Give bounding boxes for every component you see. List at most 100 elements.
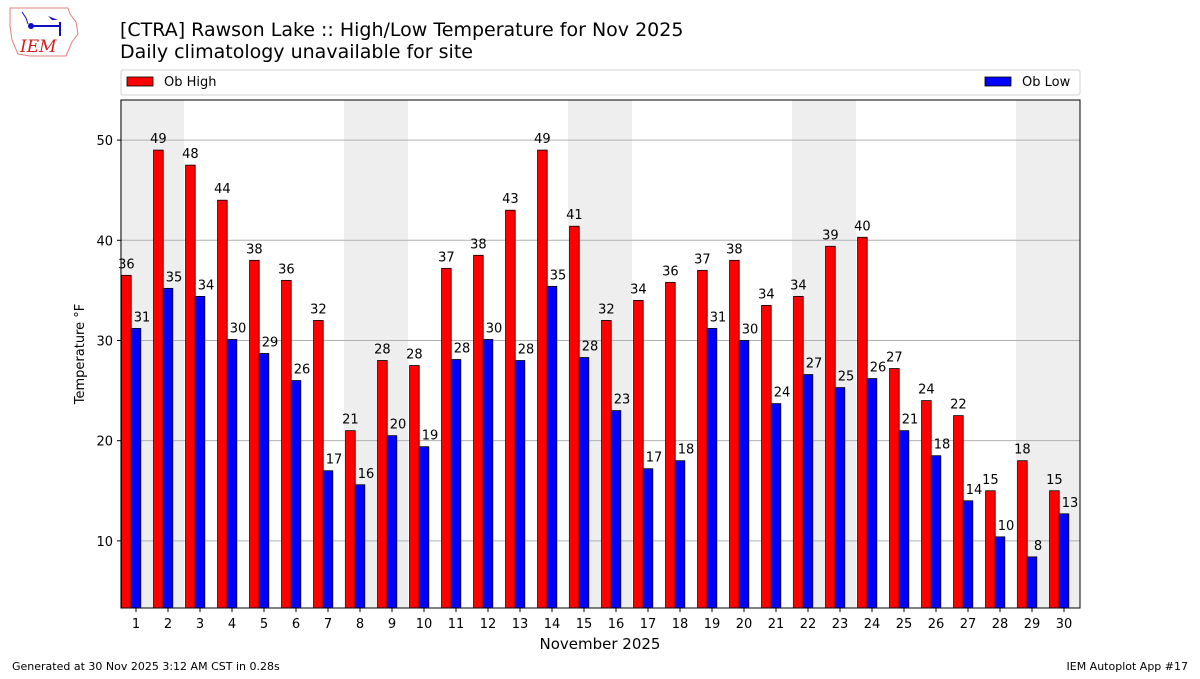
data-label-low: 26 xyxy=(294,363,311,378)
y-tick-label: 50 xyxy=(96,134,113,149)
data-label-high: 39 xyxy=(822,228,839,243)
bar-high xyxy=(217,199,228,609)
data-label-high: 49 xyxy=(534,132,551,147)
plot-frame xyxy=(120,99,1081,609)
bar-low xyxy=(130,328,142,609)
data-label-low: 24 xyxy=(774,386,791,401)
bar-high xyxy=(281,279,292,609)
bar-high xyxy=(377,360,388,609)
x-axis-label: November 2025 xyxy=(540,635,661,653)
footer-generated: Generated at 30 Nov 2025 3:12 AM CST in … xyxy=(12,660,280,673)
x-tick-label: 2 xyxy=(164,617,172,632)
bar-high xyxy=(313,320,324,609)
data-label-low: 28 xyxy=(454,342,471,357)
data-label-high: 40 xyxy=(854,219,871,234)
logo-text: IEM xyxy=(19,37,57,57)
chart-subtitle: Daily climatology unavailable for site xyxy=(120,41,473,63)
x-tick-label: 27 xyxy=(960,617,977,632)
x-tick-label: 30 xyxy=(1056,617,1073,632)
y-tick-label: 30 xyxy=(96,334,113,349)
data-label-high: 36 xyxy=(278,262,295,277)
x-tick-label: 15 xyxy=(576,617,593,632)
legend-swatch-low xyxy=(984,76,1012,87)
data-label-high: 15 xyxy=(982,473,999,488)
bar-high xyxy=(729,259,740,609)
legend-label-high: Ob High xyxy=(164,75,217,90)
bar-high xyxy=(697,269,708,609)
bar-high xyxy=(473,254,484,609)
data-label-high: 43 xyxy=(502,192,519,207)
bar-high xyxy=(153,149,164,609)
chart-title: [CTRA] Rawson Lake :: High/Low Temperatu… xyxy=(120,19,683,41)
bar-low xyxy=(930,455,942,609)
bar-low xyxy=(1058,513,1070,609)
x-tick-label: 25 xyxy=(896,617,913,632)
data-label-low: 18 xyxy=(934,438,951,453)
x-tick-label: 10 xyxy=(416,617,433,632)
data-label-high: 24 xyxy=(918,383,935,398)
bar-high xyxy=(185,164,196,609)
legend-swatch-high xyxy=(126,76,154,87)
legend-label-low: Ob Low xyxy=(1022,75,1071,90)
data-label-low: 28 xyxy=(582,340,599,355)
x-tick-label: 14 xyxy=(544,617,561,632)
data-label-low: 19 xyxy=(422,429,439,444)
bar-low xyxy=(578,357,590,609)
bar-high xyxy=(953,415,964,609)
footer-app: IEM Autoplot App #17 xyxy=(1067,660,1189,673)
x-tick-label: 20 xyxy=(736,617,753,632)
data-label-low: 28 xyxy=(518,343,535,358)
x-tick-label: 19 xyxy=(704,617,721,632)
x-tick-label: 3 xyxy=(196,617,204,632)
data-label-high: 32 xyxy=(598,302,615,317)
bar-high xyxy=(569,225,580,609)
bar-high xyxy=(409,365,420,609)
x-tick-label: 23 xyxy=(832,617,849,632)
data-label-high: 49 xyxy=(150,132,167,147)
bar-high xyxy=(889,368,900,609)
x-tick-label: 22 xyxy=(800,617,817,632)
x-tick-label: 13 xyxy=(512,617,529,632)
data-label-low: 13 xyxy=(1062,496,1079,511)
x-tick-label: 11 xyxy=(448,617,465,632)
x-tick-label: 28 xyxy=(992,617,1009,632)
bar-low xyxy=(386,435,398,609)
data-label-low: 30 xyxy=(230,321,247,336)
bar-high xyxy=(505,209,516,609)
bar-low xyxy=(418,446,430,609)
data-label-high: 48 xyxy=(182,147,199,162)
y-tick-label: 40 xyxy=(96,234,113,249)
bar-low xyxy=(482,339,494,609)
bar-low xyxy=(450,359,462,609)
bar-low xyxy=(1026,556,1038,609)
data-label-high: 28 xyxy=(406,348,423,363)
data-label-low: 20 xyxy=(390,418,407,433)
bar-high xyxy=(665,281,676,609)
data-label-low: 30 xyxy=(742,322,759,337)
data-label-low: 14 xyxy=(966,483,983,498)
data-label-high: 22 xyxy=(950,398,967,413)
bar-low xyxy=(290,380,302,609)
data-label-high: 32 xyxy=(310,302,327,317)
bar-low xyxy=(674,460,686,609)
bar-high xyxy=(249,259,260,609)
data-label-low: 17 xyxy=(646,451,663,466)
data-label-high: 21 xyxy=(342,413,359,428)
bar-high xyxy=(601,320,612,609)
data-label-high: 38 xyxy=(246,242,263,257)
data-label-high: 18 xyxy=(1014,443,1031,458)
data-label-low: 29 xyxy=(262,335,279,350)
bar-low xyxy=(258,353,270,609)
iem-logo: IEM xyxy=(9,7,79,57)
bar-low xyxy=(354,484,366,609)
data-label-high: 38 xyxy=(726,242,743,257)
bar-low xyxy=(802,374,814,609)
data-label-high: 37 xyxy=(694,252,711,267)
data-label-low: 27 xyxy=(806,357,823,372)
bar-low xyxy=(706,328,718,609)
bar-low xyxy=(546,285,558,609)
bar-high xyxy=(857,236,868,609)
data-label-high: 27 xyxy=(886,351,903,366)
data-label-high: 41 xyxy=(566,208,583,223)
